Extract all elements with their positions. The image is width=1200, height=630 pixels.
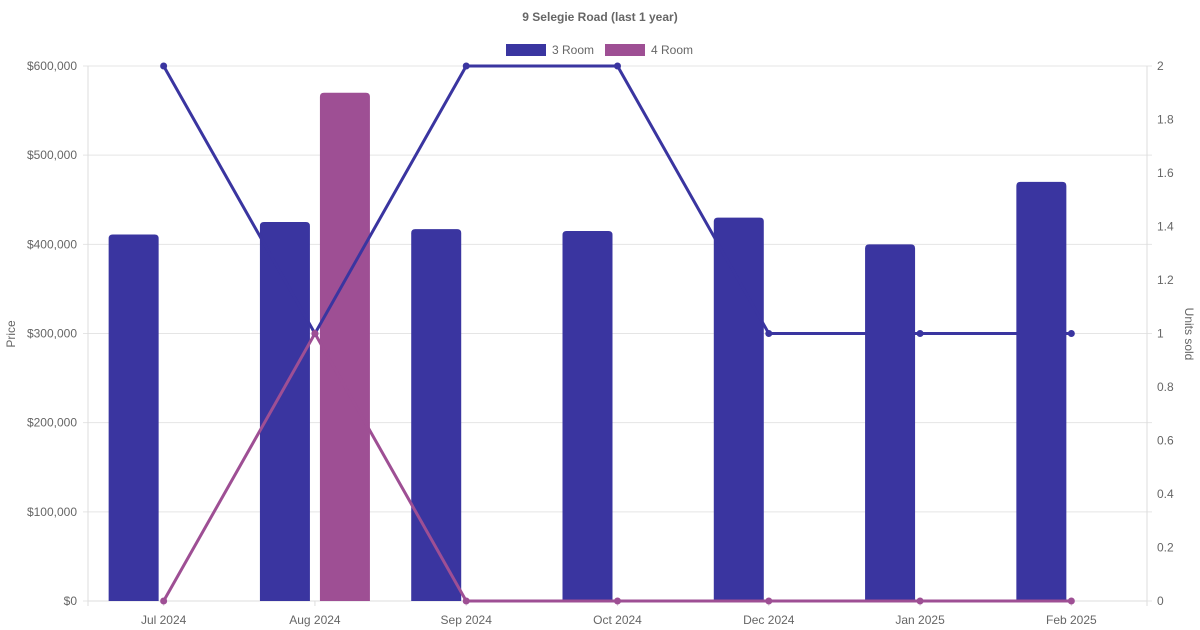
point-units-4-room-jul-2024[interactable] — [160, 597, 168, 605]
y-right-tick-label: 1.8 — [1157, 113, 1174, 127]
legend-swatch-4-room — [605, 44, 645, 56]
x-tick-label-dec-2024: Dec 2024 — [743, 613, 795, 627]
bar-3-room-aug-2024[interactable] — [259, 222, 310, 601]
y-left-tick-label: $500,000 — [27, 148, 77, 162]
legend-item-4-room[interactable]: 4 Room — [605, 43, 693, 57]
x-tick-label-sep-2024: Sep 2024 — [441, 613, 493, 627]
point-units-4-room-jan-2025[interactable] — [916, 597, 924, 605]
bar-3-room-jul-2024[interactable] — [108, 234, 159, 601]
axes — [87, 66, 1148, 606]
y-right-tick-label: 0.8 — [1157, 380, 1174, 394]
unit-points — [160, 62, 1075, 605]
tick-labels: $0 $100,000 $200,000 $300,000 $400,000 $500,0… — [27, 59, 1174, 627]
legend-label-3-room: 3 Room — [552, 43, 594, 57]
y-right-tick-label: 0.2 — [1157, 541, 1174, 555]
point-units-3-room-dec-2024[interactable] — [765, 330, 773, 337]
chart-title: 9 Selegie Road (last 1 year) — [522, 10, 677, 24]
point-units-4-room-aug-2024[interactable] — [311, 330, 319, 337]
x-tick-label-oct-2024: Oct 2024 — [593, 613, 642, 627]
point-units-4-room-sep-2024[interactable] — [462, 597, 470, 605]
bar-3-room-dec-2024[interactable] — [713, 217, 764, 602]
y-right-tick-label: 0 — [1157, 594, 1164, 608]
legend[interactable]: 3 Room 4 Room — [506, 43, 693, 57]
bar-3-room-sep-2024[interactable] — [411, 229, 462, 602]
y-left-tick-label: $300,000 — [27, 327, 77, 341]
y-left-tick-label: $200,000 — [27, 416, 77, 430]
bar-4-room-aug-2024[interactable] — [319, 92, 370, 601]
x-tick-label-feb-2025: Feb 2025 — [1046, 613, 1097, 627]
point-units-3-room-jan-2025[interactable] — [916, 330, 924, 337]
y-right-tick-label: 1 — [1157, 327, 1164, 341]
legend-swatch-3-room — [506, 44, 546, 56]
y-right-tick-label: 0.6 — [1157, 434, 1174, 448]
bar-3-room-oct-2024[interactable] — [562, 230, 613, 602]
point-units-3-room-feb-2025[interactable] — [1067, 330, 1075, 337]
y-right-tick-label: 1.2 — [1157, 273, 1174, 287]
point-units-4-room-dec-2024[interactable] — [765, 597, 773, 605]
y-left-axis-title: Price — [4, 320, 18, 348]
y-right-tick-label: 1.4 — [1157, 220, 1174, 234]
x-tick-label-jul-2024: Jul 2024 — [141, 613, 187, 627]
bar-3-room-jan-2025[interactable] — [865, 244, 916, 602]
point-units-3-room-oct-2024[interactable] — [614, 62, 621, 70]
bar-3-room-feb-2025[interactable] — [1016, 181, 1067, 601]
y-left-tick-label: $400,000 — [27, 237, 77, 251]
y-right-axis-title: Units sold — [1182, 308, 1196, 361]
point-units-4-room-feb-2025[interactable] — [1067, 597, 1075, 605]
x-tick-label-jan-2025: Jan 2025 — [895, 613, 945, 627]
y-right-tick-label: 1.6 — [1157, 166, 1174, 180]
y-left-tick-label: $100,000 — [27, 505, 77, 519]
legend-item-3-room[interactable]: 3 Room — [506, 43, 594, 57]
point-units-3-room-jul-2024[interactable] — [160, 62, 168, 70]
bars — [108, 92, 1067, 602]
y-right-tick-label: 0.4 — [1157, 487, 1174, 501]
y-left-tick-label: $0 — [64, 594, 78, 608]
x-tick-label-aug-2024: Aug 2024 — [289, 613, 341, 627]
legend-label-4-room: 4 Room — [651, 43, 693, 57]
point-units-3-room-sep-2024[interactable] — [462, 62, 470, 70]
y-right-tick-label: 2 — [1157, 59, 1164, 73]
y-left-tick-label: $600,000 — [27, 59, 77, 73]
point-units-4-room-oct-2024[interactable] — [614, 597, 621, 605]
